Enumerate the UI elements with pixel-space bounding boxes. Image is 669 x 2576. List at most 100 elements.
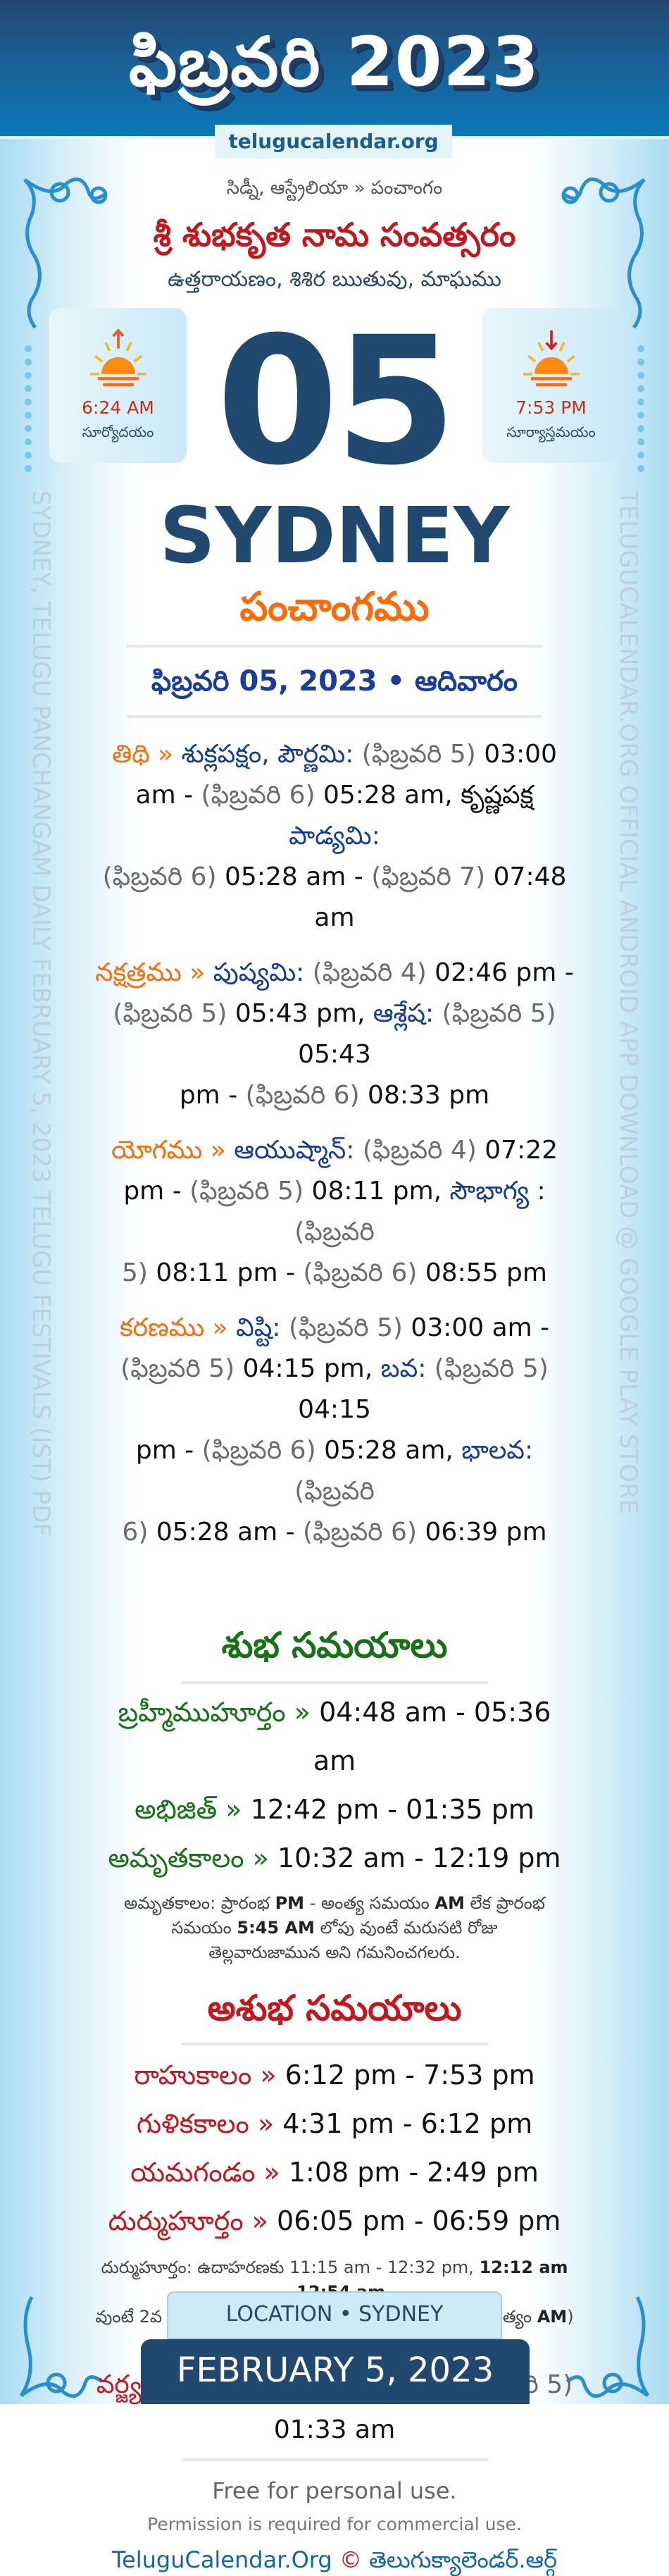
note-text: ) bbox=[567, 2307, 574, 2327]
date-ref: (ఫిబ్రవరి 4) bbox=[304, 958, 427, 987]
sunset-icon bbox=[523, 330, 580, 387]
panchangam-title: పంచాంగము bbox=[239, 584, 430, 630]
panchang-label: నక్షత్రము » bbox=[95, 958, 206, 987]
bad-time-label: యమగండం » bbox=[130, 2157, 280, 2188]
text-line: 6) 05:28 am - (ఫిబ్రవరి 6) 06:39 pm bbox=[95, 1512, 574, 1553]
good-times-heading: శుభ సమయాలు bbox=[221, 1625, 448, 1666]
date-ref: (ఫిబ్రవరి bbox=[294, 1477, 375, 1506]
date-ref: (ఫిబ్రవరి 6) bbox=[102, 862, 217, 891]
text-line: అమృతకాలం: ప్రారంభ PM - అంత్య సమయం AM లేక… bbox=[95, 1891, 574, 1916]
location-tab: LOCATION • SYDNEY bbox=[167, 2291, 502, 2339]
time-text: 08:55 pm bbox=[417, 1258, 547, 1287]
text-line: నక్షత్రము » పుష్యమి: (ఫిబ్రవరి 4) 02:46 … bbox=[95, 953, 574, 993]
dotted-border-right bbox=[637, 345, 644, 472]
date-ref: (ఫిబ్రవరి 6) bbox=[194, 1436, 316, 1465]
note-text: సమయం bbox=[171, 1918, 237, 1938]
time-text: 05:28 am - bbox=[148, 1518, 295, 1547]
time-text: 04:48 am - 05:36 am bbox=[311, 1697, 551, 1776]
date-ref: (ఫిబ్రవరి 7) bbox=[363, 862, 486, 891]
date-ref: (ఫిబ్రవరి 4) bbox=[354, 1136, 477, 1165]
sunset-time: 7:53 PM bbox=[515, 397, 587, 418]
good-times-list: బ్రహ్మీముహూర్తం » 04:48 am - 05:36 am అభి… bbox=[95, 1688, 574, 1883]
text-line: అభిజిత్ » 12:42 pm - 01:35 pm bbox=[95, 1785, 574, 1834]
free-use-text: Free for personal use. bbox=[212, 2477, 457, 2504]
element-name: పాడ్యమి: bbox=[289, 822, 380, 850]
note-text: - అంత్య సమయం bbox=[304, 1893, 435, 1913]
date-ref: (ఫిబ్రవరి 5) bbox=[113, 999, 227, 1028]
bad-time-label: రాహుకాలం » bbox=[134, 2060, 277, 2091]
date-ref: (ఫిబ్రవరి 6) bbox=[237, 1081, 360, 1110]
date-ref: (ఫిబ్రవరి 5) bbox=[354, 740, 476, 769]
corner-ornament-bottom-right-icon bbox=[565, 2296, 650, 2398]
text-line: (ఫిబ్రవరి 6) 05:28 am - (ఫిబ్రవరి 7) 07:… bbox=[95, 857, 574, 939]
time-text: 05:43 pm, bbox=[227, 999, 365, 1028]
date-ref: 6) bbox=[122, 1518, 149, 1547]
time-text: 05:28 am, కృష్ణపక్ష bbox=[315, 781, 534, 810]
time-text: 06:39 pm bbox=[417, 1518, 547, 1547]
sunrise-card: 6:24 AM సూర్యోదయం bbox=[49, 308, 187, 463]
element-name: శుక్లపక్షం, పౌర్ణమి: bbox=[173, 740, 354, 769]
city-name: SYDNEY bbox=[159, 490, 510, 581]
time-text: 04:15 pm, bbox=[235, 1354, 373, 1383]
time-text: am - bbox=[135, 781, 194, 810]
note-bold: PM bbox=[275, 1893, 305, 1913]
sunset-label: సూర్యాస్తమయం bbox=[506, 423, 596, 440]
date-ref: (ఫిబ్రవరి 6) bbox=[193, 781, 315, 810]
breadcrumb: సిడ్నీ, ఆస్ట్రేలియా » పంచాంగం bbox=[226, 178, 443, 199]
side-text-right: TELUGUCALENDAR.ORG OFFICIAL ANDROID APP … bbox=[614, 490, 642, 1515]
site-link[interactable]: telugucalendar.org bbox=[215, 125, 452, 159]
sunrise-icon bbox=[89, 328, 146, 387]
tithi-section: తిథి » శుక్లపక్షం, పౌర్ణమి: (ఫిబ్రవరి 5)… bbox=[95, 734, 574, 939]
text-line: (ఫిబ్రవరి 5) 05:43 pm, ఆశ్లేష: (ఫిబ్రవరి… bbox=[95, 993, 574, 1075]
element-name: ఆశ్లేష: bbox=[365, 999, 434, 1028]
amritakalam-note: అమృతకాలం: ప్రారంభ PM - అంత్య సమయం AM లేక… bbox=[95, 1891, 574, 1965]
element-name: బవ: bbox=[373, 1354, 427, 1383]
date-ref: (ఫిబ్రవరి 5) bbox=[434, 999, 556, 1028]
panchang-body: తిథి » శుక్లపక్షం, పౌర్ణమి: (ఫిబ్రవరి 5)… bbox=[95, 734, 574, 2576]
text-line: సమయం 5:45 AM లోపు వుంటే మరుసటి రోజు bbox=[95, 1916, 574, 1940]
bad-times-heading: అశుభ సమయాలు bbox=[207, 1988, 462, 2029]
divider bbox=[181, 2043, 488, 2045]
time-text: 04:15 bbox=[298, 1395, 371, 1424]
text-line: దుర్ముహూర్తం » 06:05 pm - 06:59 pm bbox=[95, 2197, 574, 2246]
footer-date: FEBRUARY 5, 2023 bbox=[141, 2339, 530, 2404]
time-text: 6:12 pm - 7:53 pm bbox=[276, 2060, 535, 2091]
element-name: విష్టి: bbox=[227, 1313, 281, 1342]
date-ref: (ఫిబ్రవరి 5) bbox=[181, 1177, 304, 1206]
credit-telugu-link[interactable]: తెలుగుక్యాలెండర్.ఆర్గ్ bbox=[369, 2546, 558, 2573]
note-text: అమృతకాలం: ప్రారంభ bbox=[124, 1893, 275, 1913]
divider bbox=[181, 2458, 488, 2461]
divider bbox=[181, 1681, 488, 1684]
time-text: 05:28 am - bbox=[216, 862, 363, 891]
time-text: 05:43 bbox=[298, 1040, 371, 1069]
panchang-label: తిథి » bbox=[112, 740, 174, 769]
time-text: 03:00 bbox=[475, 740, 557, 769]
sunrise-time: 6:24 AM bbox=[82, 397, 154, 418]
sunset-card: 7:53 PM సూర్యాస్తమయం bbox=[482, 308, 620, 463]
element-name: పుష్యమి: bbox=[205, 958, 305, 987]
text-line: కరణము » విష్టి: (ఫిబ్రవరి 5) 03:00 am - bbox=[95, 1308, 574, 1349]
time-text: 08:33 pm bbox=[359, 1081, 490, 1110]
good-time-label: బ్రహ్మీముహూర్తం » bbox=[118, 1697, 311, 1728]
text-line: యమగండం » 1:08 pm - 2:49 pm bbox=[95, 2148, 574, 2197]
text-line: గుళికకాలం » 4:31 pm - 6:12 pm bbox=[95, 2100, 574, 2148]
divider bbox=[127, 645, 542, 648]
date-weekday: ఫిబ్రవరి 05, 2023 • ఆదివారం bbox=[151, 665, 518, 698]
time-text: 08:11 pm - bbox=[147, 1258, 295, 1287]
text-line: బ్రహ్మీముహూర్తం » 04:48 am - 05:36 am bbox=[95, 1688, 574, 1785]
time-text: 08:11 pm, bbox=[304, 1177, 442, 1206]
time-text: 1:08 pm - 2:49 pm bbox=[280, 2157, 539, 2188]
month-title: ఫిబ్రవరి 2023 bbox=[128, 23, 541, 101]
text-line: pm - (ఫిబ్రవరి 6) 08:33 pm bbox=[95, 1075, 574, 1116]
time-text: : bbox=[529, 1177, 546, 1206]
corner-ornament-top-left-icon bbox=[23, 177, 108, 329]
bad-time-label: దుర్ముహూర్తం » bbox=[108, 2205, 268, 2236]
time-text: 03:00 am - bbox=[402, 1313, 550, 1342]
credit-english-link[interactable]: TeluguCalendar.Org bbox=[111, 2546, 332, 2573]
text-line: అమృతకాలం » 10:32 am - 12:19 pm bbox=[95, 1834, 574, 1883]
good-time-label: అమృతకాలం » bbox=[108, 1843, 269, 1874]
time-text: 12:42 pm - 01:35 pm bbox=[242, 1794, 534, 1825]
date-ref: (ఫిబ్రవరి 5) bbox=[280, 1313, 403, 1342]
good-time-label: అభిజిత్ » bbox=[135, 1794, 242, 1825]
panchang-label: యోగము » bbox=[111, 1136, 226, 1165]
